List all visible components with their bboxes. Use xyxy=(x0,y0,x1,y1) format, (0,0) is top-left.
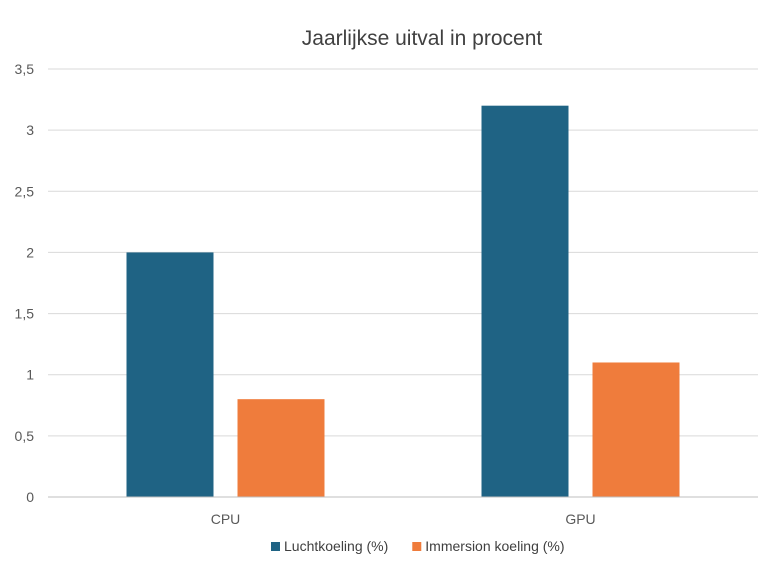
x-tick-label: GPU xyxy=(565,511,595,527)
legend-swatch xyxy=(271,542,280,551)
y-tick-label: 1 xyxy=(26,367,34,383)
x-axis-tick-labels: CPU GPU xyxy=(211,511,596,527)
chart-title: Jaarlijkse uitval in procent xyxy=(302,27,543,50)
y-tick-label: 3 xyxy=(26,122,34,138)
y-tick-label: 2,5 xyxy=(15,183,35,199)
bars xyxy=(126,105,680,497)
bar-gpu-series-1 xyxy=(481,105,569,497)
y-tick-label: 0,5 xyxy=(15,428,35,444)
legend-label: Immersion koeling (%) xyxy=(425,538,564,554)
legend: Luchtkoeling (%) Immersion koeling (%) xyxy=(271,538,565,554)
x-tick-label: CPU xyxy=(211,511,241,527)
bar-gpu-series-2 xyxy=(592,362,680,497)
bar-cpu-series-2 xyxy=(237,399,325,497)
y-tick-label: 1,5 xyxy=(15,306,35,322)
y-tick-label: 2 xyxy=(26,244,34,260)
y-axis-tick-labels: 0 0,5 1 1,5 2 2,5 3 3,5 xyxy=(15,61,35,505)
legend-swatch xyxy=(412,542,422,551)
bar-cpu-series-1 xyxy=(126,252,214,497)
y-tick-label: 3,5 xyxy=(15,61,35,77)
legend-label: Luchtkoeling (%) xyxy=(284,538,388,554)
y-tick-label: 0 xyxy=(26,489,34,505)
